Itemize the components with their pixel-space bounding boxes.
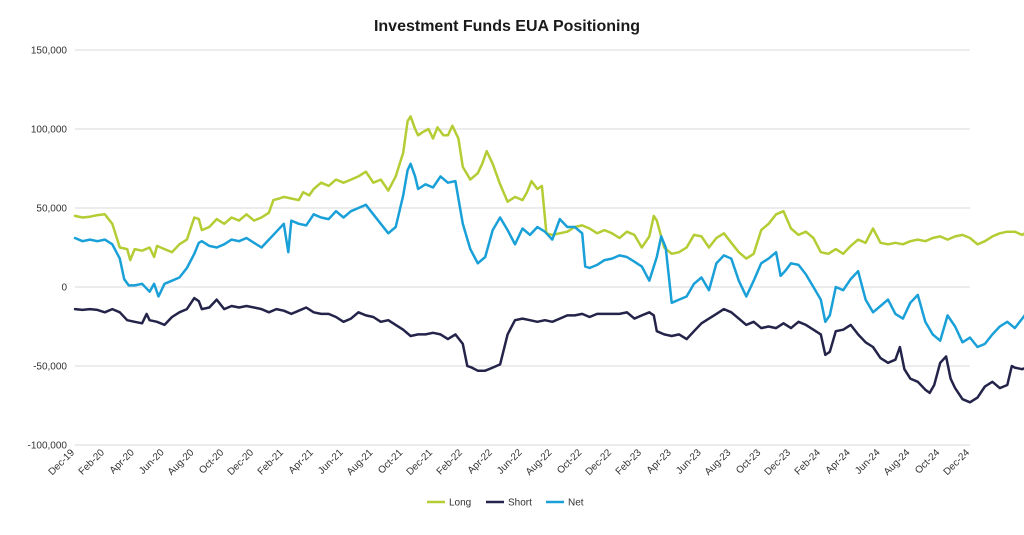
y-tick-label: -100,000 <box>28 441 68 452</box>
legend-label-long: Long <box>449 498 471 509</box>
series-lines <box>73 115 1024 404</box>
y-tick-label: -50,000 <box>33 362 67 373</box>
y-tick-label: 150,000 <box>31 46 68 57</box>
chart-title: Investment Funds EUA Positioning <box>374 18 640 35</box>
legend-label-net: Net <box>568 498 584 509</box>
legend-label-short: Short <box>508 498 532 509</box>
series-line-net <box>73 162 1024 349</box>
y-axis-ticks: 150,000 100,000 50,000 0 -50,000 -100,000 <box>28 46 68 452</box>
y-tick-label: 0 <box>61 283 67 294</box>
series-line-short <box>73 296 1024 404</box>
legend: Long Short Net <box>427 498 584 509</box>
gridlines <box>75 49 970 446</box>
y-tick-label: 50,000 <box>36 204 67 215</box>
y-tick-label: 100,000 <box>31 125 68 136</box>
series-line-long <box>73 115 1024 262</box>
